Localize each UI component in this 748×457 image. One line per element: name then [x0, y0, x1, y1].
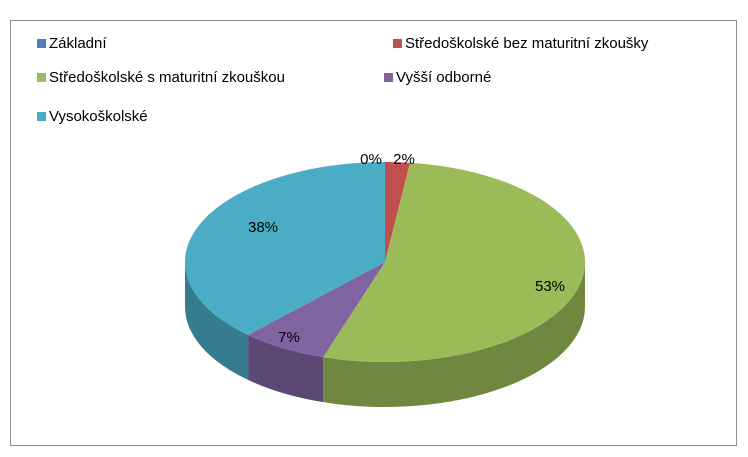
pie-slice: [185, 162, 385, 335]
legend-swatch: [37, 112, 46, 121]
legend-label: Středoškolské s maturitní zkouškou: [49, 69, 285, 86]
pie-slice-side: [185, 262, 249, 380]
legend-label: Vysokoškolské: [49, 108, 148, 125]
pie-slice: [323, 162, 586, 362]
legend: Základní Středoškolské bez maturitní zkou…: [37, 35, 649, 125]
pie-slice-side: [323, 262, 585, 407]
legend-swatch: [37, 73, 46, 82]
pie-slice: [385, 162, 411, 262]
data-label: 0%: [360, 151, 382, 168]
data-label: 2%: [393, 151, 415, 168]
data-label: 38%: [248, 219, 278, 236]
legend-label: Základní: [49, 35, 107, 52]
pie-slice: [248, 262, 385, 358]
legend-swatch: [393, 39, 402, 48]
legend-label: Vyšší odborné: [396, 69, 491, 86]
pie: 0% 2% 53% 7% 38%: [185, 151, 586, 407]
data-label: 7%: [278, 329, 300, 346]
legend-label: Středoškolské bez maturitní zkoušky: [405, 35, 649, 52]
legend-swatch: [384, 73, 393, 82]
legend-swatch: [37, 39, 46, 48]
data-label: 53%: [535, 278, 565, 295]
pie-slice-side: [248, 334, 324, 403]
